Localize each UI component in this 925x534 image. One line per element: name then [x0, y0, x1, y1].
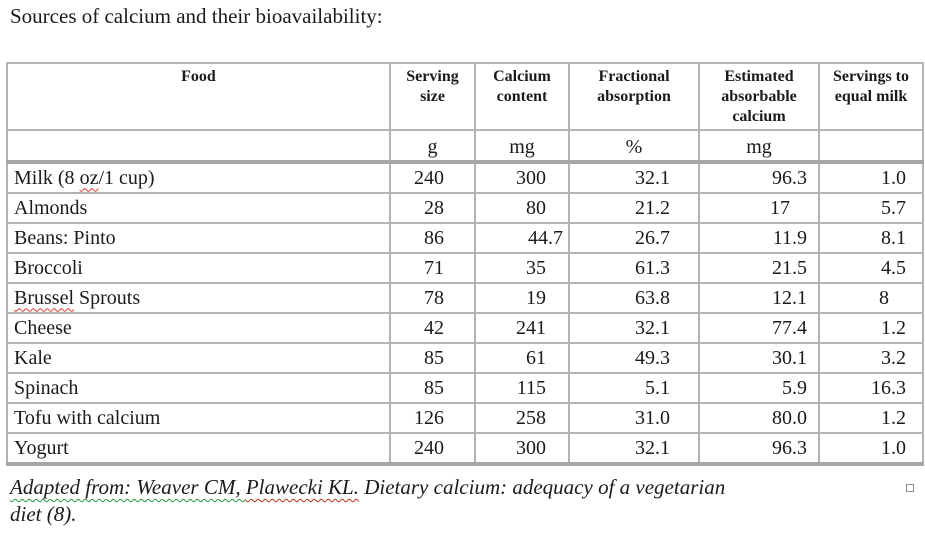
food-cell: Cheese [6, 312, 391, 344]
value-cell: 31.0 [568, 402, 700, 434]
value-cell: 115 [474, 372, 570, 404]
unit-cell [818, 129, 924, 164]
table-row: Brussel Sprouts 78 19 63.8 12.1 8 [6, 282, 924, 314]
food-cell: Beans: Pinto [6, 222, 391, 254]
value-cell: 5.9 [698, 372, 820, 404]
value-cell: 19 [474, 282, 570, 314]
column-header-servings-to-equal-milk: Servings to equal milk [818, 62, 924, 131]
value-cell: 35 [474, 252, 570, 284]
value-cell: 3.2 [818, 342, 924, 374]
value-cell: 240 [389, 161, 476, 194]
column-header-estimated-absorbable-calcium: Estimated absorbable calcium [698, 62, 820, 131]
squiggle-red: oz [79, 166, 99, 189]
value-cell: 96.3 [698, 161, 820, 194]
value-cell: 26.7 [568, 222, 700, 254]
value-cell: 300 [474, 432, 570, 466]
food-cell: Spinach [6, 372, 391, 404]
table-body: Milk (8 oz/1 cup) 240 300 32.1 96.3 1.0 Almond… [6, 161, 924, 466]
table-row: Almonds 28 80 21.2 17 5.7 [6, 192, 924, 224]
squiggle-green: Plawecki KL. [246, 475, 359, 499]
value-cell: 85 [389, 342, 476, 374]
table-row: Kale 85 61 49.3 30.1 3.2 [6, 342, 924, 374]
squiggle-red: Plawecki KL. [245, 475, 359, 499]
value-cell: 5.7 [818, 192, 924, 224]
table-row: Milk (8 oz/1 cup) 240 300 32.1 96.3 1.0 [6, 161, 924, 194]
value-cell: 80.0 [698, 402, 820, 434]
value-cell: 80 [474, 192, 570, 224]
value-cell: 71 [389, 252, 476, 284]
value-cell: 126 [389, 402, 476, 434]
squiggle-green: Adapted from: Weaver CM, [10, 475, 246, 499]
table-row: Yogurt 240 300 32.1 96.3 1.0 [6, 432, 924, 466]
value-cell: 11.9 [698, 222, 820, 254]
value-cell: 258 [474, 402, 570, 434]
value-cell: 8 [818, 282, 924, 314]
value-cell: 1.2 [818, 312, 924, 344]
unit-cell: g [389, 129, 476, 164]
table-row: Spinach 85 115 5.1 5.9 16.3 [6, 372, 924, 404]
header-row: Food Serving size Calcium content Fracti… [6, 62, 924, 131]
value-cell: 8.1 [818, 222, 924, 254]
food-cell: Milk (8 oz/1 cup) [6, 161, 391, 194]
food-cell: Broccoli [6, 252, 391, 284]
food-cell: Tofu with calcium [6, 402, 391, 434]
table-row: Cheese 42 241 32.1 77.4 1.2 [6, 312, 924, 344]
food-cell: Yogurt [6, 432, 391, 466]
value-cell: 16.3 [818, 372, 924, 404]
value-cell: 241 [474, 312, 570, 344]
value-cell: 12.1 [698, 282, 820, 314]
value-cell: 78 [389, 282, 476, 314]
unit-cell: % [568, 129, 700, 164]
value-cell: 21.5 [698, 252, 820, 284]
value-cell: 1.0 [818, 161, 924, 194]
value-cell: 96.3 [698, 432, 820, 466]
value-cell: 32.1 [568, 432, 700, 466]
food-cell: Brussel Sprouts [6, 282, 391, 314]
value-cell: 30.1 [698, 342, 820, 374]
table-row: Tofu with calcium 126 258 31.0 80.0 1.2 [6, 402, 924, 434]
unit-cell: mg [474, 129, 570, 164]
value-cell: 21.2 [568, 192, 700, 224]
table-resize-handle[interactable] [906, 484, 914, 492]
squiggle-red: Brussel [14, 286, 74, 309]
value-cell: 17 [698, 192, 820, 224]
value-cell: 42 [389, 312, 476, 344]
value-cell: 44.7 [474, 222, 570, 254]
column-header-calcium-content: Calcium content [474, 62, 570, 131]
value-cell: 300 [474, 161, 570, 194]
caption-line-2: diet (8). [10, 502, 77, 526]
value-cell: 1.2 [818, 402, 924, 434]
value-cell: 61 [474, 342, 570, 374]
value-cell: 5.1 [568, 372, 700, 404]
value-cell: 1.0 [818, 432, 924, 466]
value-cell: 49.3 [568, 342, 700, 374]
value-cell: 61.3 [568, 252, 700, 284]
column-header-fractional-absorption: Fractional absorption [568, 62, 700, 131]
value-cell: 85 [389, 372, 476, 404]
table-row: Beans: Pinto 86 44.7 26.7 11.9 8.1 [6, 222, 924, 254]
column-header-food: Food [6, 62, 391, 131]
unit-cell [6, 129, 391, 164]
calcium-table: Food Serving size Calcium content Fracti… [6, 62, 924, 466]
value-cell: 32.1 [568, 161, 700, 194]
value-cell: 32.1 [568, 312, 700, 344]
value-cell: 77.4 [698, 312, 820, 344]
food-cell: Almonds [6, 192, 391, 224]
value-cell: 4.5 [818, 252, 924, 284]
column-header-serving-size: Serving size [389, 62, 476, 131]
table-row: Broccoli 71 35 61.3 21.5 4.5 [6, 252, 924, 284]
food-cell: Kale [6, 342, 391, 374]
caption-line-1: Adapted from: Weaver CM, Plawecki KL. Di… [10, 475, 726, 499]
unit-cell: mg [698, 129, 820, 164]
value-cell: 86 [389, 222, 476, 254]
value-cell: 63.8 [568, 282, 700, 314]
page-title: Sources of calcium and their bioavailabi… [10, 4, 383, 28]
value-cell: 240 [389, 432, 476, 466]
value-cell: 28 [389, 192, 476, 224]
source-caption: Adapted from: Weaver CM, Plawecki KL. Di… [10, 474, 890, 528]
units-row: g mg % mg [6, 129, 924, 164]
